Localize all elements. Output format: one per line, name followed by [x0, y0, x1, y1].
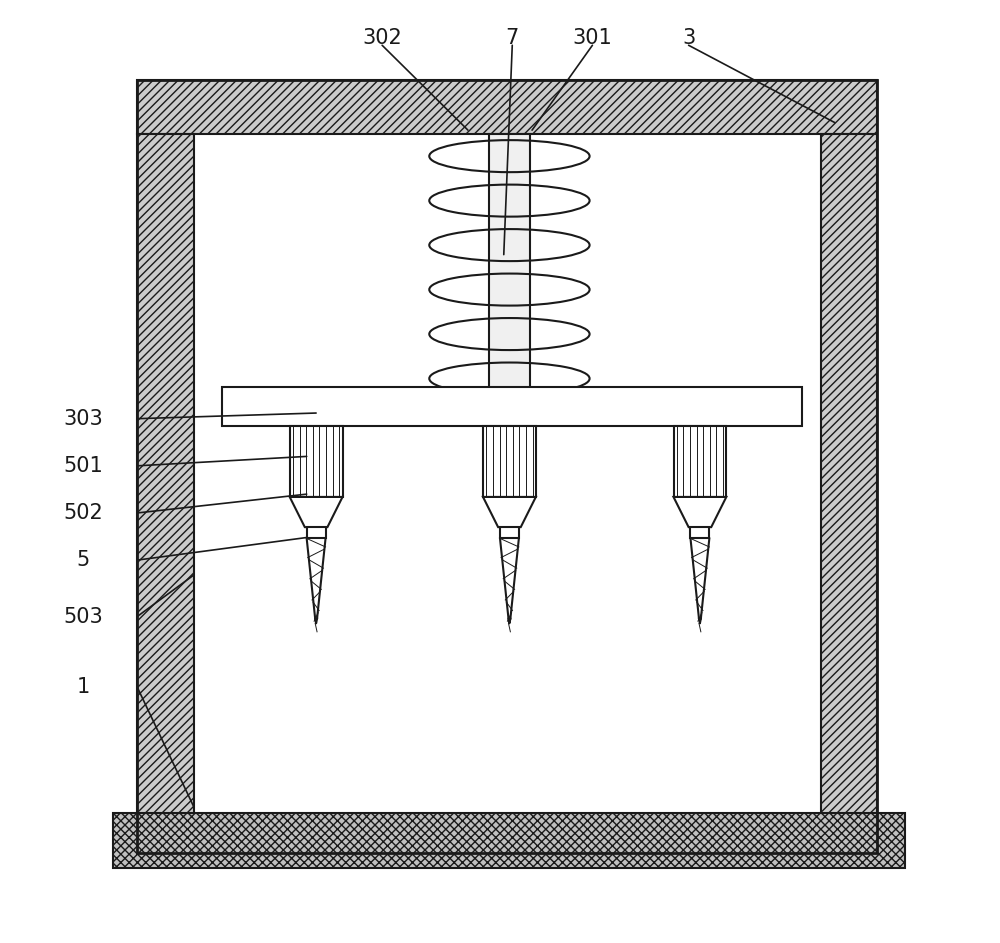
- Polygon shape: [483, 497, 536, 527]
- Bar: [307, 527, 326, 538]
- Bar: [137, 80, 877, 853]
- Bar: [483, 426, 536, 497]
- Text: 7: 7: [506, 27, 519, 48]
- Bar: [290, 426, 343, 497]
- Bar: [222, 387, 802, 426]
- Bar: [137, 80, 877, 134]
- Text: 501: 501: [63, 455, 103, 476]
- Bar: [194, 134, 821, 853]
- Bar: [500, 527, 519, 538]
- Text: 502: 502: [63, 503, 103, 523]
- Bar: [113, 813, 905, 868]
- Bar: [674, 426, 726, 497]
- Text: 302: 302: [362, 27, 402, 48]
- Text: 5: 5: [77, 550, 90, 571]
- Text: 1: 1: [77, 676, 90, 697]
- Bar: [690, 527, 709, 538]
- Bar: [821, 134, 877, 853]
- Text: 303: 303: [63, 408, 103, 429]
- Text: 503: 503: [63, 606, 103, 627]
- Text: 301: 301: [573, 27, 612, 48]
- Bar: [489, 134, 530, 401]
- Polygon shape: [290, 497, 343, 527]
- Polygon shape: [674, 497, 726, 527]
- Bar: [137, 134, 194, 853]
- Text: 3: 3: [682, 27, 695, 48]
